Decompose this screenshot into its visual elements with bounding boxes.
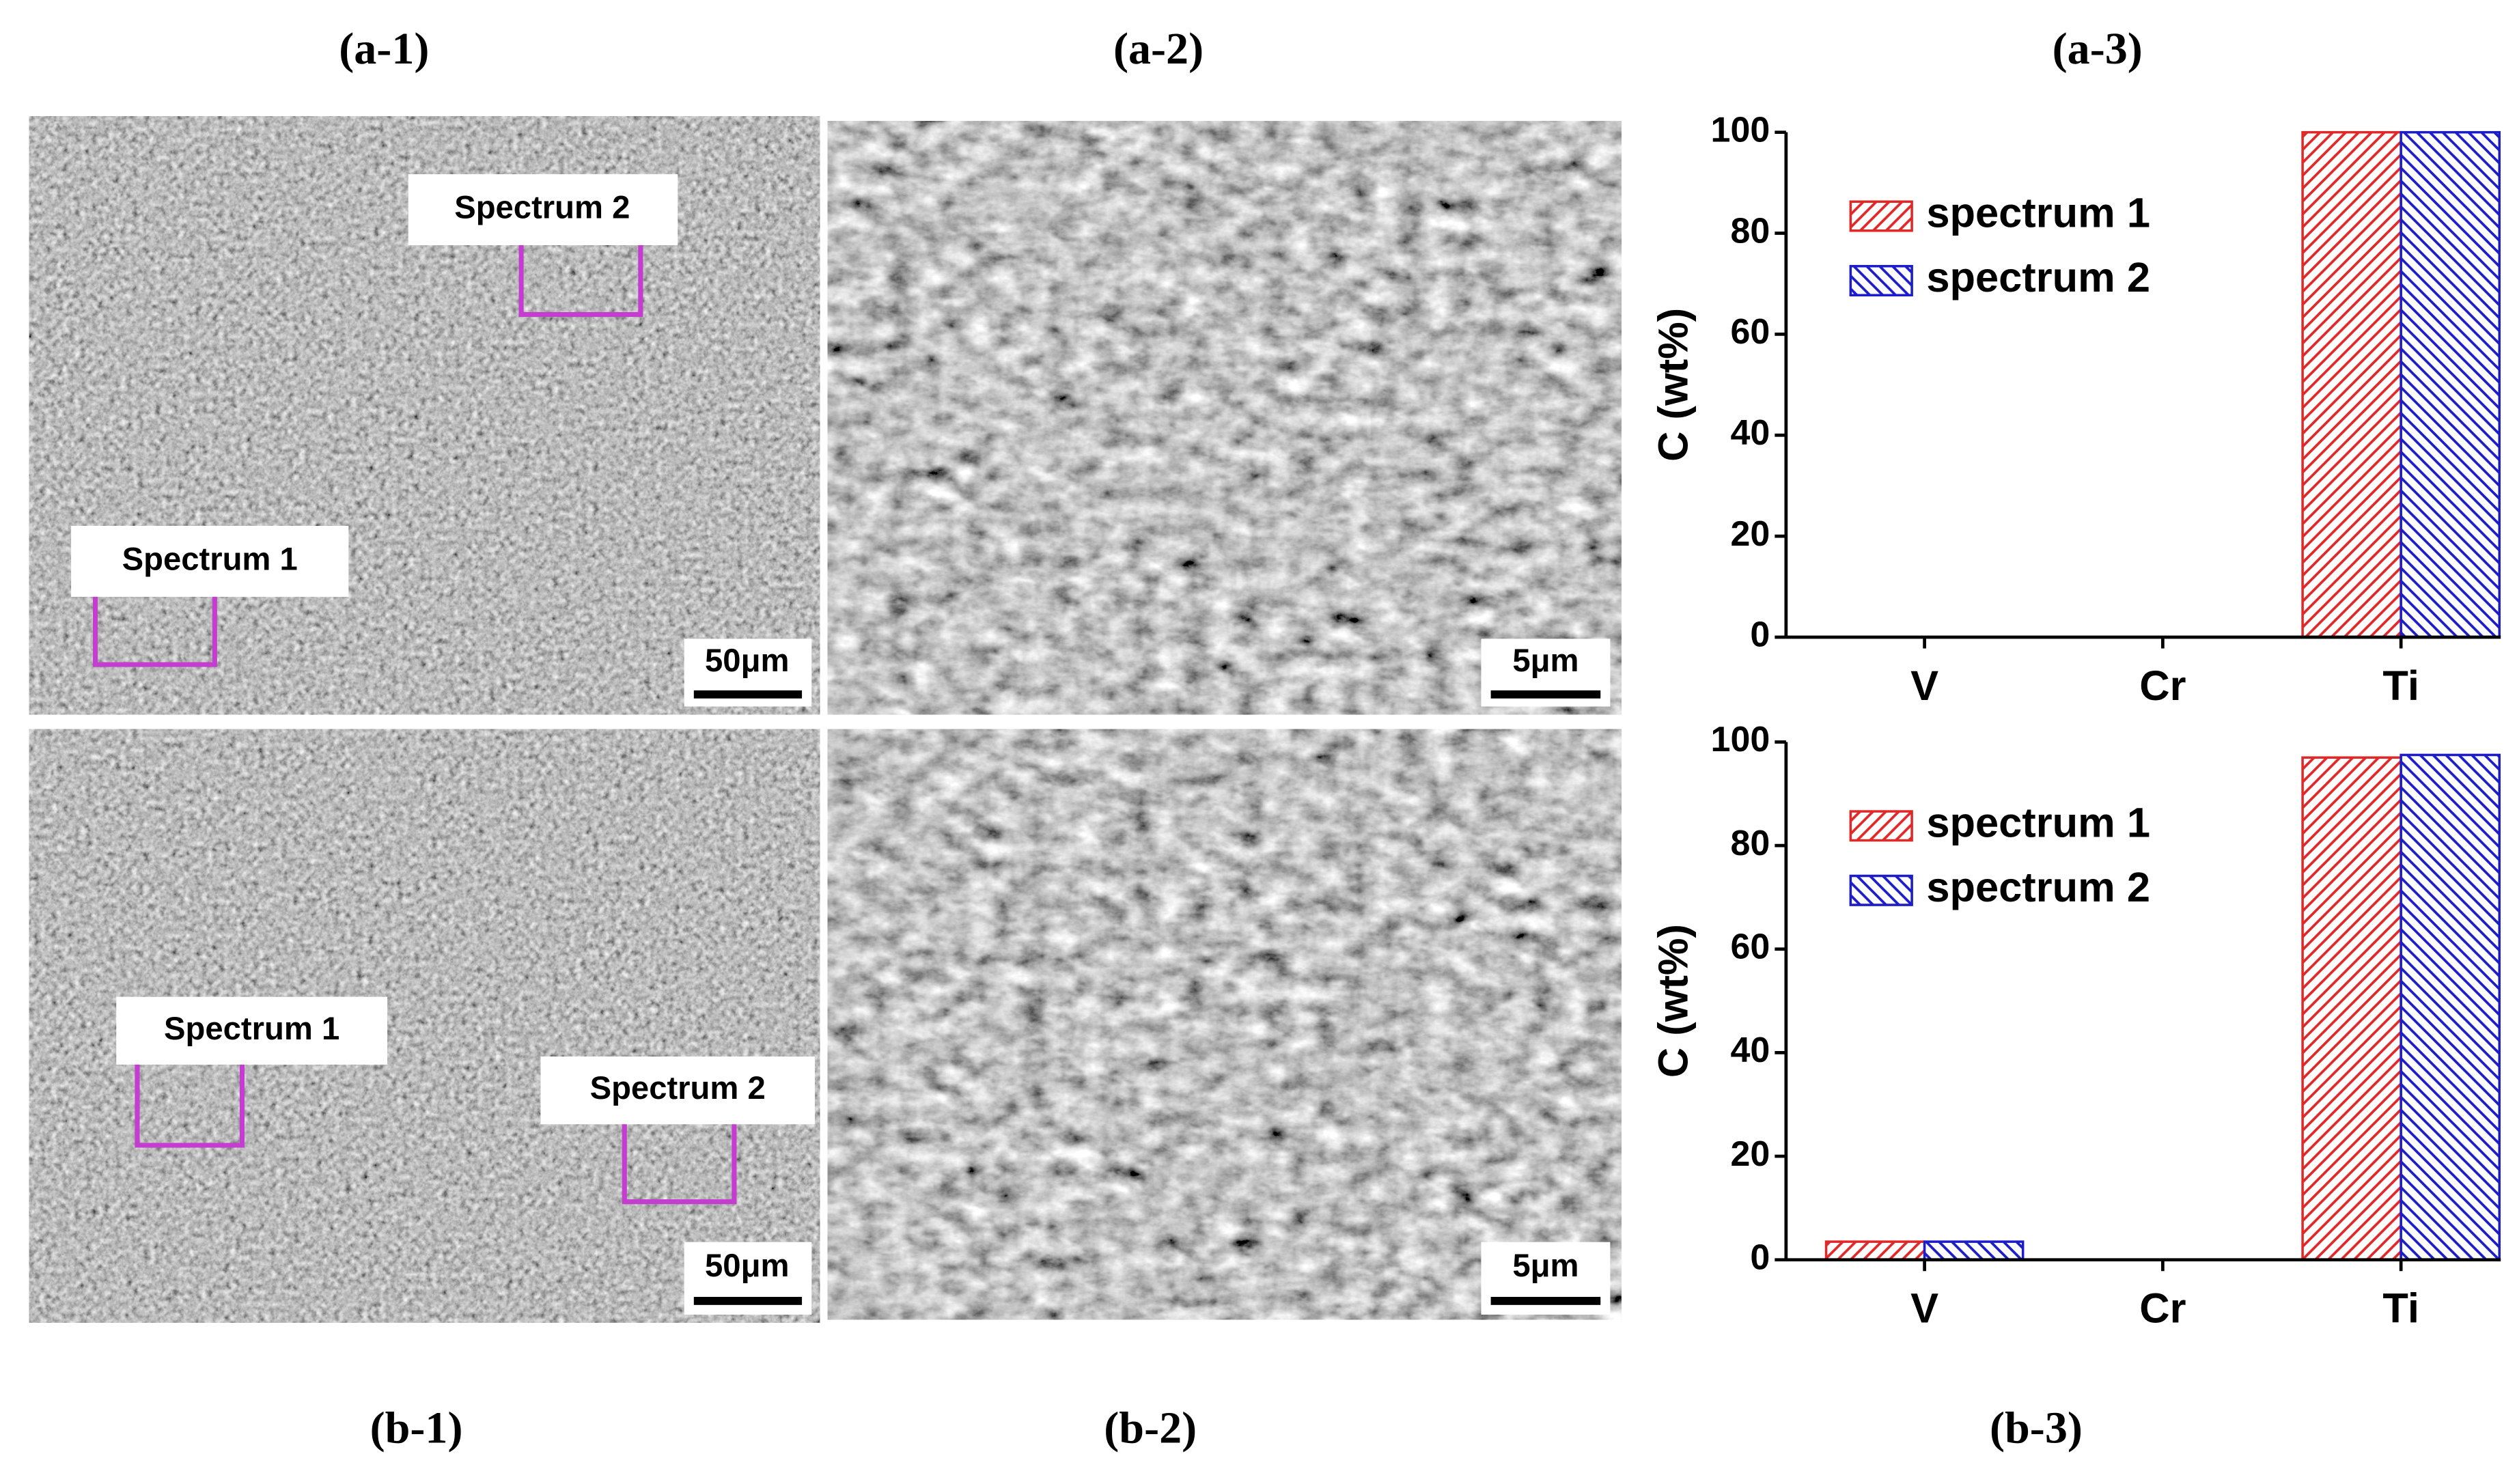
y-tick-label: 80 [1730,211,1770,251]
y-axis-label: C (wt%) [1650,924,1697,1078]
y-tick-label: 60 [1730,927,1770,966]
legend-label: spectrum 1 [1926,190,2150,237]
spectrum-marker [518,245,643,318]
x-tick-label: Ti [2382,1285,2419,1332]
label-box [408,174,678,246]
legend-swatch [1849,810,1913,842]
y-axis-label: C (wt%) [1650,308,1697,462]
y-tick-label: 100 [1711,720,1770,759]
bar [2400,130,2501,639]
sem-image [827,121,1622,715]
panel-label: (a-2) [1113,24,1204,74]
x-tick-label: Cr [2139,662,2186,710]
legend-label: spectrum 1 [1926,800,2150,847]
bar [2400,753,2501,1261]
bar [2301,130,2402,639]
scale-bar [693,1297,803,1305]
x-tick-label: V [1910,1285,1938,1332]
y-tick-label: 20 [1730,1134,1770,1174]
panel-label: (a-3) [2053,24,2143,74]
label-box [116,996,388,1065]
y-tick-label: 80 [1730,824,1770,863]
spectrum-marker [135,1064,245,1148]
bar [1923,1240,2025,1261]
y-tick-label: 20 [1730,514,1770,554]
spectrum-label: Spectrum 1 [122,541,298,577]
spectrum-label: Spectrum 2 [590,1070,766,1106]
y-tick-label: 60 [1730,312,1770,352]
spectrum-label: Spectrum 2 [454,190,630,226]
sem-image [827,729,1622,1320]
legend-label: spectrum 2 [1926,864,2150,911]
y-tick-label: 0 [1750,615,1770,655]
panel-label: (a-1) [339,24,429,74]
scale-bar [693,690,803,699]
legend-swatch [1849,874,1913,906]
scale-bar-label: 50μm [705,1248,789,1284]
label-box [540,1056,815,1125]
scale-bar-label: 5μm [1512,1248,1579,1284]
panel-label: (b-2) [1104,1403,1197,1453]
label-box [71,525,349,597]
scale-bar [1490,690,1601,699]
spectrum-marker [622,1124,737,1205]
scale-bar-label: 5μm [1512,643,1579,679]
y-tick-label: 40 [1730,413,1770,453]
x-tick-label: Cr [2139,1285,2186,1332]
y-tick-label: 100 [1711,110,1770,150]
x-tick-label: V [1910,662,1938,710]
spectrum-label: Spectrum 1 [164,1011,339,1047]
legend-swatch [1849,264,1913,297]
legend-swatch [1849,200,1913,232]
y-tick-label: 40 [1730,1031,1770,1070]
spectrum-marker [92,596,217,667]
x-tick-label: Ti [2382,662,2419,710]
y-tick-label: 0 [1750,1237,1770,1277]
bar [2301,756,2402,1261]
panel-label: (b-1) [370,1403,463,1453]
scale-bar [1490,1297,1601,1305]
bar [1824,1240,1926,1261]
scale-bar-label: 50μm [705,643,789,679]
panel-label: (b-3) [1990,1403,2083,1453]
legend-label: spectrum 2 [1926,254,2150,301]
